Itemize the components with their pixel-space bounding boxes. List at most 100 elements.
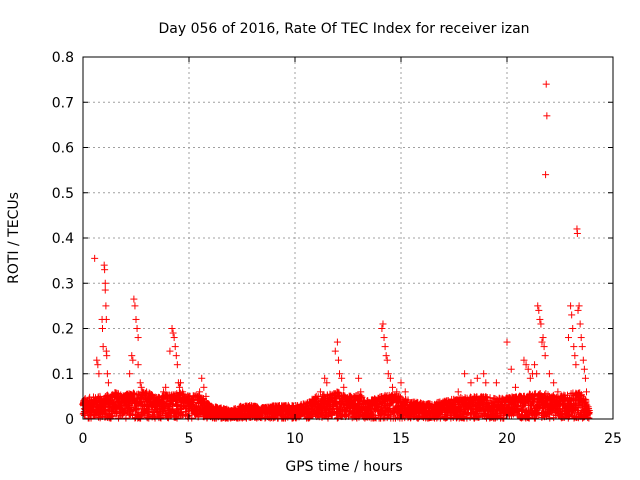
data-point (572, 361, 580, 369)
data-point (575, 302, 583, 310)
data-point (133, 325, 141, 332)
x-axis-label: GPS time / hours (285, 459, 402, 475)
data-point (567, 302, 575, 310)
data-point (482, 379, 490, 387)
data-point (178, 412, 186, 420)
data-point (579, 356, 587, 364)
y-tick-label: 0 (65, 412, 74, 428)
data-point (461, 370, 469, 378)
data-point (564, 334, 572, 342)
data-point (355, 374, 363, 382)
data-point (473, 374, 481, 382)
data-point (101, 286, 109, 294)
data-point (95, 413, 103, 421)
data-point (389, 383, 397, 391)
data-point (542, 80, 550, 88)
data-point (333, 338, 341, 346)
data-point (134, 361, 142, 369)
y-tick-label: 0.6 (52, 141, 74, 157)
data-point (99, 325, 107, 332)
data-point (134, 334, 142, 342)
data-point (200, 383, 208, 391)
data-point (571, 352, 579, 360)
data-point (507, 365, 515, 373)
y-tick-label: 0.7 (52, 95, 74, 111)
data-point (381, 343, 389, 351)
data-point (101, 266, 109, 274)
data-point (168, 325, 176, 332)
x-tick-label: 15 (392, 431, 410, 447)
data-point (379, 320, 387, 328)
data-point (534, 302, 542, 310)
y-tick-label: 0.5 (52, 186, 74, 202)
data-point (535, 306, 543, 314)
data-point (171, 343, 179, 351)
data-point (570, 343, 578, 351)
data-point (198, 374, 206, 382)
data-point (537, 320, 545, 328)
data-point (467, 379, 475, 387)
data-point (114, 389, 122, 397)
y-tick-label: 0.1 (52, 367, 74, 383)
data-point (334, 356, 342, 364)
data-point (103, 370, 111, 378)
data-point (170, 334, 178, 342)
data-point (136, 379, 144, 387)
data-point (536, 315, 544, 323)
data-point (382, 352, 390, 360)
data-point (578, 343, 586, 351)
data-point (511, 383, 519, 391)
data-point (503, 338, 511, 346)
data-points (79, 80, 593, 422)
y-tick-label: 0.2 (52, 322, 74, 338)
data-point (340, 383, 348, 391)
data-point (173, 361, 181, 369)
data-point (172, 352, 180, 360)
data-point (378, 325, 386, 332)
data-point (577, 334, 585, 342)
data-point (104, 379, 112, 387)
y-tick-label: 0.4 (52, 231, 74, 247)
data-point (531, 361, 539, 369)
data-point (102, 302, 110, 310)
data-point (581, 374, 589, 382)
data-point (541, 352, 549, 360)
data-point (545, 370, 553, 378)
chart-title: Day 056 of 2016, Rate Of TEC Index for r… (158, 21, 529, 37)
data-point (175, 383, 183, 391)
data-point (480, 370, 488, 378)
data-point (539, 334, 547, 342)
grid (83, 57, 613, 419)
data-point (576, 320, 584, 328)
data-point (573, 229, 581, 237)
data-point (331, 347, 339, 355)
data-point (113, 407, 121, 415)
data-point (102, 315, 110, 323)
data-point (397, 379, 405, 387)
data-point (128, 352, 136, 360)
data-point (169, 329, 177, 337)
data-point (383, 356, 391, 364)
data-point (126, 370, 134, 378)
data-point (132, 315, 140, 323)
data-point (101, 279, 109, 287)
data-point (103, 352, 111, 360)
axis-ticks: 0 5 10 15 20 25 0 0.1 0.2 0.3 0.4 0.5 0.6 0.7 0.8 (52, 50, 622, 447)
data-point (95, 370, 103, 378)
data-point (580, 365, 588, 373)
y-tick-label: 0.8 (52, 50, 74, 66)
data-point (166, 347, 174, 355)
x-tick-label: 5 (185, 431, 194, 447)
data-point (94, 361, 102, 369)
data-point (533, 370, 541, 378)
data-point (543, 112, 551, 120)
y-tick-label: 0.3 (52, 276, 74, 292)
data-point (93, 356, 101, 364)
data-point (130, 295, 138, 303)
data-point (542, 171, 550, 179)
data-point (380, 334, 388, 342)
x-tick-label: 25 (604, 431, 622, 447)
data-point (112, 409, 120, 417)
data-point (99, 343, 107, 351)
data-point (91, 254, 99, 262)
